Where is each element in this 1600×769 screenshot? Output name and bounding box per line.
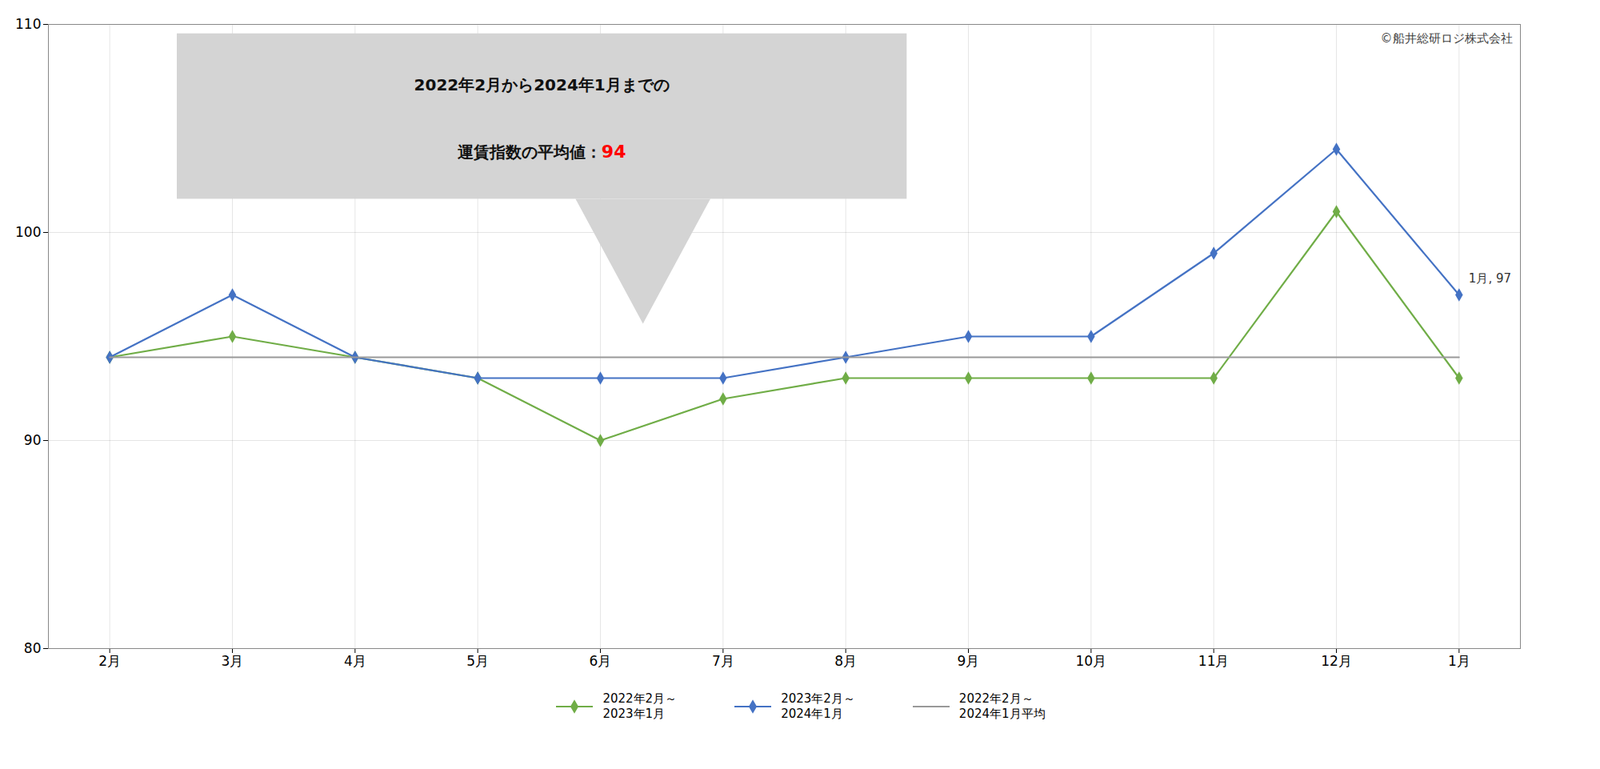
html-text:2024年1月平均: 2024年1月平均 [959,706,1046,721]
svg-text:1月, 97: 1月, 97 [1468,271,1512,286]
svg-text:12月: 12月 [1320,652,1352,669]
svg-text:6月: 6月 [589,652,612,669]
svg-text:9月: 9月 [957,652,980,669]
svg-text:運賃指数の平均値：94: 運賃指数の平均値：94 [456,141,627,162]
html-text:2023年1月: 2023年1月 [602,706,665,721]
svg-text:2月: 2月 [98,652,121,669]
svg-text:110: 110 [15,16,41,32]
svg-text:3月: 3月 [221,652,244,669]
html-text:2022年2月～: 2022年2月～ [602,691,677,706]
svg-text:80: 80 [24,640,42,656]
svg-text:©船井総研ロジ株式会社: ©船井総研ロジ株式会社 [1380,31,1513,46]
svg-text:100: 100 [15,224,41,240]
html-text:2022年2月～: 2022年2月～ [959,691,1034,706]
svg-text:7月: 7月 [712,652,735,669]
svg-text:11月: 11月 [1198,652,1230,669]
svg-text:2022年2月から2024年1月までの: 2022年2月から2024年1月までの [414,75,670,95]
html-text:2024年1月: 2024年1月 [780,706,844,721]
svg-text:8月: 8月 [834,652,857,669]
svg-text:4月: 4月 [344,652,367,669]
svg-text:90: 90 [24,432,42,448]
html-text:2023年2月～: 2023年2月～ [780,691,856,706]
svg-text:10月: 10月 [1076,652,1108,669]
svg-text:1月: 1月 [1448,652,1471,669]
svg-text:5月: 5月 [466,652,489,669]
